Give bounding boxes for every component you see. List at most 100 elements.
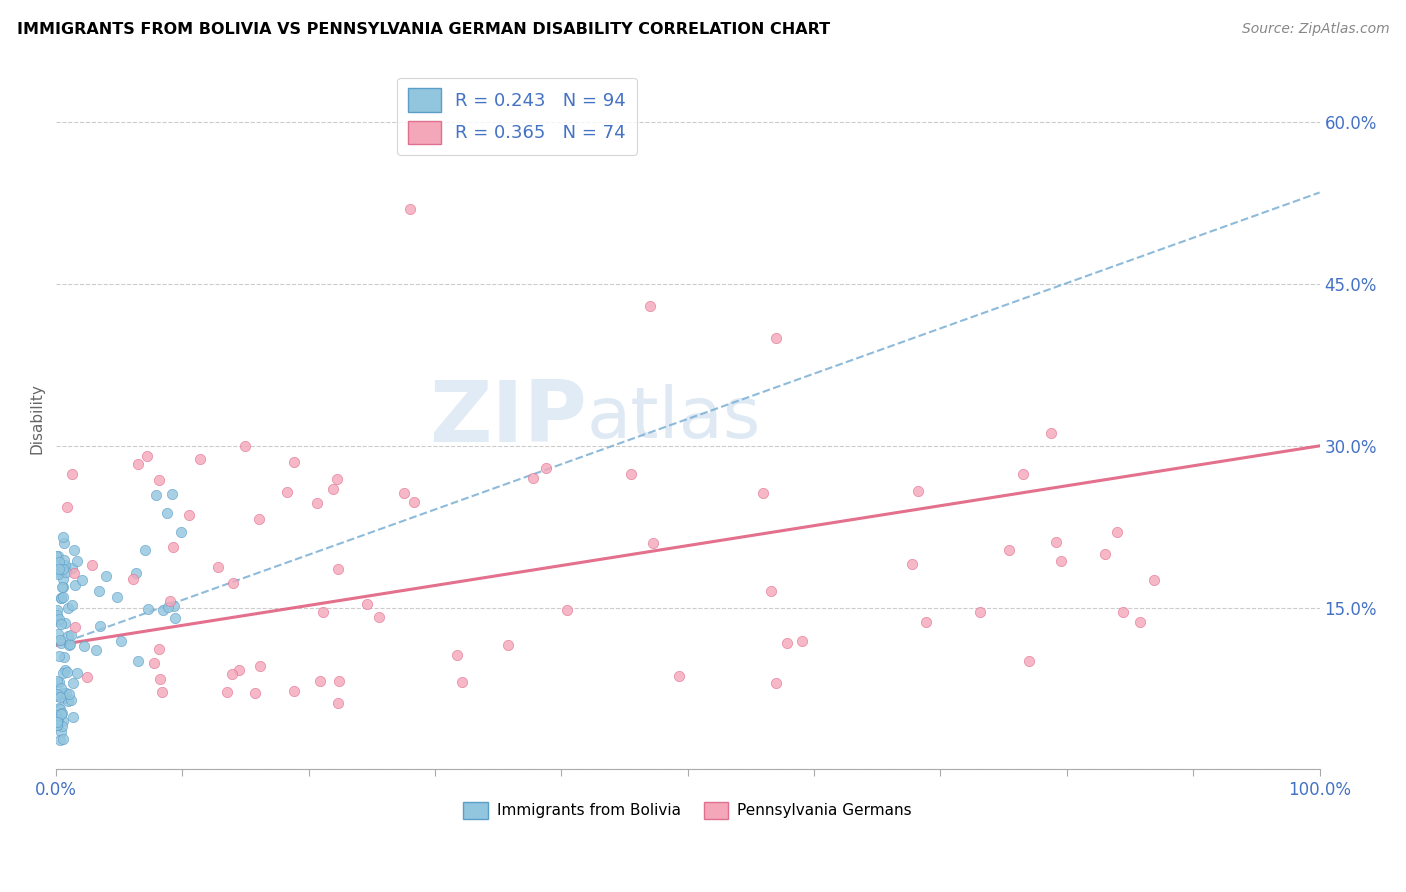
Point (322, 482, 344, 496)
Point (1143, 573, 1166, 587)
Point (1129, 615, 1152, 629)
Point (451, 675, 474, 690)
Point (534, 460, 557, 475)
Point (1018, 655, 1040, 669)
Point (392, 486, 415, 500)
Point (49, 633, 72, 648)
Point (325, 472, 347, 486)
Point (45, 717, 67, 731)
Point (668, 669, 690, 683)
Point (52, 536, 75, 550)
Point (52, 590, 75, 604)
Point (53, 558, 76, 573)
Point (207, 560, 229, 574)
Point (84, 643, 107, 657)
Point (48, 648, 70, 663)
Point (159, 594, 181, 608)
Y-axis label: Disability: Disability (30, 384, 44, 454)
Point (66, 665, 89, 680)
Point (46, 627, 69, 641)
Point (1094, 548, 1116, 562)
Point (63, 542, 86, 557)
Point (52, 649, 75, 664)
Point (52, 665, 75, 680)
Point (1045, 534, 1067, 549)
Point (404, 495, 426, 509)
Point (51, 724, 73, 739)
Point (59, 693, 82, 707)
Legend: Immigrants from Bolivia, Pennsylvania Germans: Immigrants from Bolivia, Pennsylvania Ge… (457, 796, 918, 825)
Point (51, 591, 73, 606)
Point (276, 484, 298, 499)
Point (308, 673, 330, 688)
Point (177, 508, 200, 523)
Point (53, 615, 76, 630)
Point (307, 496, 329, 510)
Point (765, 331, 787, 345)
Text: Source: ZipAtlas.com: Source: ZipAtlas.com (1241, 22, 1389, 37)
Point (46, 674, 69, 689)
Point (49, 690, 72, 705)
Point (70, 574, 93, 588)
Point (134, 542, 156, 557)
Text: atlas: atlas (586, 384, 761, 453)
Point (221, 667, 243, 681)
Point (136, 602, 159, 616)
Point (46, 565, 69, 579)
Point (56, 629, 79, 643)
Point (110, 633, 132, 648)
Point (49, 591, 72, 606)
Point (1040, 426, 1063, 441)
Point (165, 611, 187, 625)
Point (122, 572, 145, 586)
Point (56, 500, 79, 515)
Point (59, 637, 82, 651)
Point (49, 617, 72, 632)
Point (63, 620, 86, 634)
Point (160, 487, 183, 501)
Point (55, 664, 77, 678)
Point (46, 614, 69, 628)
Point (446, 648, 468, 662)
Point (45, 603, 67, 617)
Point (63, 578, 86, 592)
Point (162, 540, 184, 554)
Point (522, 471, 544, 485)
Point (96, 569, 118, 583)
Point (1111, 605, 1133, 619)
Point (62, 675, 84, 690)
Point (46, 686, 69, 700)
Point (49, 732, 72, 747)
Point (901, 557, 924, 571)
Point (638, 299, 661, 313)
Point (761, 583, 783, 598)
Point (56, 694, 79, 708)
Point (997, 543, 1019, 558)
Point (156, 507, 179, 521)
Point (52, 731, 75, 746)
Point (51, 719, 73, 733)
Point (765, 676, 787, 690)
Point (55, 565, 77, 579)
Point (46, 713, 69, 727)
Point (48, 701, 70, 715)
Point (48, 559, 70, 574)
Point (356, 597, 378, 611)
Point (328, 696, 350, 710)
Point (914, 615, 936, 629)
Point (368, 609, 391, 624)
Point (1107, 525, 1129, 540)
Point (283, 455, 305, 469)
Point (65, 554, 87, 568)
Point (58, 687, 80, 701)
Point (792, 634, 814, 648)
Point (52, 562, 75, 576)
Point (58, 638, 80, 652)
Point (228, 663, 250, 677)
Point (60, 561, 83, 575)
Point (643, 536, 665, 550)
Point (1049, 554, 1071, 568)
Point (55, 686, 77, 700)
Point (45, 708, 67, 723)
Point (247, 512, 270, 526)
